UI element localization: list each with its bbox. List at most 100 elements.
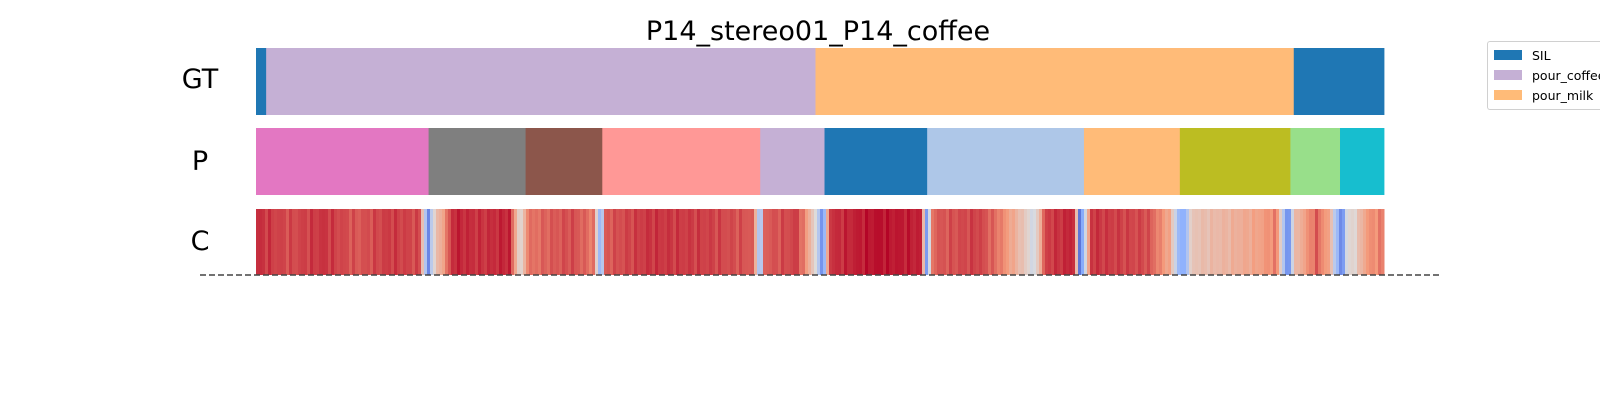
confidence-cell-349 bbox=[1303, 209, 1307, 275]
confidence-cell-78 bbox=[490, 209, 494, 275]
confidence-cell-205 bbox=[871, 209, 875, 275]
confidence-cell-73 bbox=[475, 209, 479, 275]
confidence-cell-118 bbox=[610, 209, 614, 275]
row-label-c: C bbox=[191, 226, 210, 257]
confidence-cell-127 bbox=[637, 209, 641, 275]
confidence-cell-116 bbox=[604, 209, 608, 275]
confidence-cell-25 bbox=[331, 209, 335, 275]
pred-segment-3 bbox=[602, 128, 761, 195]
confidence-cell-356 bbox=[1324, 209, 1328, 275]
confidence-cell-125 bbox=[631, 209, 635, 275]
confidence-cell-189 bbox=[823, 209, 827, 275]
confidence-cell-231 bbox=[949, 209, 953, 275]
confidence-cell-361 bbox=[1339, 209, 1343, 275]
confidence-cell-95 bbox=[541, 209, 545, 275]
confidence-cell-246 bbox=[994, 209, 998, 275]
gt-segment-1 bbox=[266, 48, 816, 115]
confidence-cell-148 bbox=[700, 209, 704, 275]
confidence-cell-215 bbox=[901, 209, 905, 275]
confidence-cell-297 bbox=[1147, 209, 1151, 275]
confidence-cell-248 bbox=[1000, 209, 1004, 275]
confidence-cell-123 bbox=[625, 209, 629, 275]
confidence-cell-151 bbox=[709, 209, 713, 275]
confidence-cell-156 bbox=[724, 209, 728, 275]
confidence-cell-42 bbox=[382, 209, 386, 275]
confidence-cell-308 bbox=[1180, 209, 1184, 275]
confidence-cell-195 bbox=[841, 209, 845, 275]
confidence-cell-65 bbox=[451, 209, 455, 275]
confidence-cell-16 bbox=[304, 209, 308, 275]
confidence-cell-334 bbox=[1258, 209, 1262, 275]
confidence-cell-55 bbox=[421, 209, 425, 275]
pred-segment-1 bbox=[428, 128, 526, 195]
confidence-cell-5 bbox=[271, 209, 275, 275]
confidence-cell-152 bbox=[712, 209, 716, 275]
confidence-cell-238 bbox=[970, 209, 974, 275]
confidence-cell-8 bbox=[280, 209, 284, 275]
confidence-cell-335 bbox=[1261, 209, 1265, 275]
confidence-cell-19 bbox=[313, 209, 317, 275]
confidence-cell-329 bbox=[1243, 209, 1247, 275]
confidence-cell-76 bbox=[484, 209, 488, 275]
confidence-cell-249 bbox=[1003, 209, 1007, 275]
confidence-cell-370 bbox=[1366, 209, 1370, 275]
confidence-cell-21 bbox=[319, 209, 323, 275]
legend-swatch-pour-milk bbox=[1494, 90, 1522, 100]
confidence-cell-338 bbox=[1270, 209, 1274, 275]
confidence-cell-26 bbox=[334, 209, 338, 275]
confidence-cell-352 bbox=[1312, 209, 1316, 275]
confidence-cell-173 bbox=[775, 209, 779, 275]
pred-segment-9 bbox=[1290, 128, 1341, 195]
confidence-cell-358 bbox=[1330, 209, 1334, 275]
gt-segment-0 bbox=[256, 48, 267, 115]
confidence-cell-121 bbox=[619, 209, 623, 275]
confidence-cell-375 bbox=[1381, 209, 1385, 275]
confidence-cell-288 bbox=[1120, 209, 1124, 275]
pred-segment-10 bbox=[1340, 128, 1385, 195]
confidence-cell-142 bbox=[682, 209, 686, 275]
confidence-cell-363 bbox=[1345, 209, 1349, 275]
confidence-cell-59 bbox=[433, 209, 437, 275]
confidence-cell-58 bbox=[430, 209, 434, 275]
confidence-cell-212 bbox=[892, 209, 896, 275]
pred-segment-6 bbox=[927, 128, 1085, 195]
confidence-cell-139 bbox=[673, 209, 677, 275]
confidence-cell-3 bbox=[265, 209, 269, 275]
confidence-cell-126 bbox=[634, 209, 638, 275]
confidence-cell-40 bbox=[376, 209, 380, 275]
confidence-cell-281 bbox=[1099, 209, 1103, 275]
confidence-cell-13 bbox=[295, 209, 299, 275]
confidence-cell-66 bbox=[454, 209, 458, 275]
confidence-cell-136 bbox=[664, 209, 668, 275]
confidence-cell-83 bbox=[505, 209, 509, 275]
confidence-cell-243 bbox=[985, 209, 989, 275]
confidence-cell-280 bbox=[1096, 209, 1100, 275]
confidence-cell-289 bbox=[1123, 209, 1127, 275]
confidence-cell-187 bbox=[817, 209, 821, 275]
confidence-cell-144 bbox=[688, 209, 692, 275]
confidence-cell-181 bbox=[799, 209, 803, 275]
confidence-cell-268 bbox=[1060, 209, 1064, 275]
row-label-p: P bbox=[192, 146, 208, 177]
confidence-cell-263 bbox=[1045, 209, 1049, 275]
confidence-cell-198 bbox=[850, 209, 854, 275]
confidence-cell-339 bbox=[1273, 209, 1277, 275]
confidence-cell-64 bbox=[448, 209, 452, 275]
legend-label-pour-coffee: pour_coffee bbox=[1532, 67, 1600, 83]
confidence-cell-162 bbox=[742, 209, 746, 275]
confidence-cell-304 bbox=[1168, 209, 1172, 275]
confidence-cell-101 bbox=[559, 209, 563, 275]
confidence-cell-219 bbox=[913, 209, 917, 275]
confidence-cell-117 bbox=[607, 209, 611, 275]
confidence-cell-103 bbox=[565, 209, 569, 275]
confidence-cell-294 bbox=[1138, 209, 1142, 275]
confidence-cell-350 bbox=[1306, 209, 1310, 275]
confidence-cell-32 bbox=[352, 209, 356, 275]
confidence-cell-128 bbox=[640, 209, 644, 275]
confidence-cell-210 bbox=[886, 209, 890, 275]
confidence-cell-154 bbox=[718, 209, 722, 275]
confidence-cell-300 bbox=[1156, 209, 1160, 275]
confidence-cell-244 bbox=[988, 209, 992, 275]
confidence-cell-320 bbox=[1216, 209, 1220, 275]
legend: SIL pour_coffee pour_milk bbox=[1487, 41, 1600, 110]
